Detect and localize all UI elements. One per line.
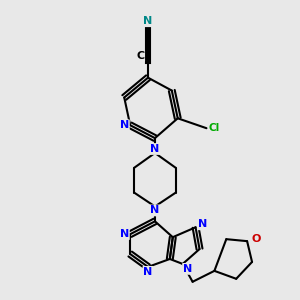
Text: N: N xyxy=(198,219,207,229)
Text: O: O xyxy=(251,234,261,244)
Text: Cl: Cl xyxy=(209,123,220,133)
Text: N: N xyxy=(150,206,160,215)
Text: C: C xyxy=(136,51,144,61)
Text: N: N xyxy=(183,264,192,274)
Text: N: N xyxy=(143,16,153,26)
Text: N: N xyxy=(120,120,129,130)
Text: N: N xyxy=(150,144,160,154)
Text: N: N xyxy=(143,267,153,277)
Text: N: N xyxy=(120,229,129,239)
